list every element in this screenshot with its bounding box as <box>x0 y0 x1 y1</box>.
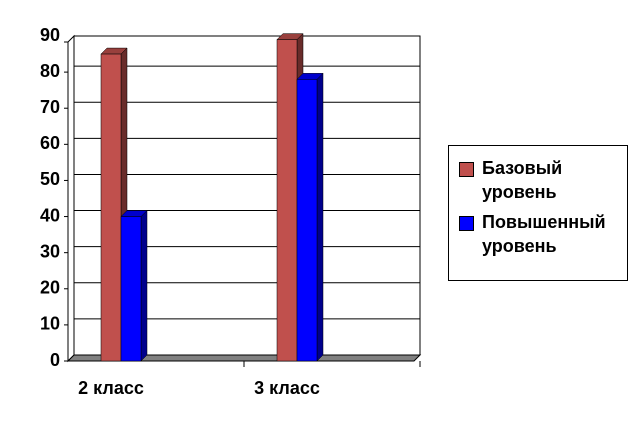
legend-label: Повышенный уровень <box>482 212 606 256</box>
left-wall <box>67 34 75 363</box>
legend-item: Повышенный уровень <box>459 210 623 258</box>
legend-swatch <box>459 216 474 231</box>
y-tick-label: 10 <box>40 314 60 334</box>
y-tick-label: 80 <box>40 61 60 81</box>
legend: Базовый уровень Повышенный уровень <box>448 145 628 281</box>
y-tick-label: 40 <box>40 205 60 225</box>
legend-item: Базовый уровень <box>459 156 623 204</box>
legend-swatch <box>459 162 474 177</box>
bar <box>120 216 142 362</box>
bar <box>296 79 318 362</box>
legend-label: Базовый уровень <box>482 158 563 202</box>
y-tick-label: 30 <box>40 241 60 261</box>
x-tick-label: 2 класс <box>78 378 144 398</box>
y-tick-label: 50 <box>40 169 60 189</box>
bar <box>100 53 122 362</box>
y-tick-label: 0 <box>50 350 60 370</box>
y-tick-label: 20 <box>40 278 60 298</box>
y-tick-label: 70 <box>40 97 60 117</box>
bar-side <box>140 209 148 362</box>
y-tick-label: 60 <box>40 133 60 153</box>
x-tick-label: 3 класс <box>254 378 320 398</box>
bar-side <box>316 72 324 362</box>
y-tick-label: 90 <box>40 25 60 45</box>
bar <box>276 39 298 362</box>
